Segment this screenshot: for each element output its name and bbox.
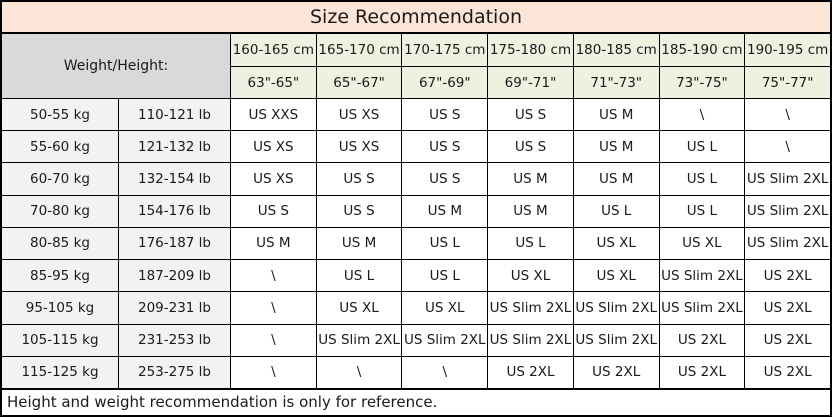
weight-lb-cell: 154-176 lb <box>119 195 230 227</box>
size-cell: US Slim 2XL <box>659 260 745 292</box>
size-cell: US M <box>573 163 659 195</box>
size-cell: \ <box>231 260 316 292</box>
height-header-inch: 75"-77" <box>745 67 830 98</box>
size-cell: US S <box>316 163 402 195</box>
weight-kg-cell: 50-55 kg <box>2 99 118 131</box>
size-cell: US Slim 2XL <box>488 324 573 356</box>
size-cell: US L <box>659 131 745 163</box>
height-header-inch: 65"-67" <box>316 67 402 98</box>
size-cell: US M <box>316 227 402 260</box>
size-cell: US S <box>488 131 573 163</box>
size-cell: US Slim 2XL <box>573 292 659 324</box>
size-cell: US Slim 2XL <box>488 292 573 324</box>
weight-kg-cell: 105-115 kg <box>2 324 118 356</box>
height-header-cm: 175-180 cm <box>488 34 573 66</box>
size-cell: US M <box>573 131 659 163</box>
size-cell: \ <box>231 292 316 324</box>
size-cell: US Slim 2XL <box>745 227 830 260</box>
size-cell: US XL <box>316 292 402 324</box>
size-cell: US S <box>402 99 488 131</box>
size-cell: US 2XL <box>488 356 573 388</box>
corner-header: Weight/Height: <box>2 34 230 98</box>
size-cell: US XS <box>231 131 316 163</box>
size-cell: US Slim 2XL <box>659 292 745 324</box>
weight-lb-cell: 132-154 lb <box>119 163 230 195</box>
size-cell: US XS <box>231 163 316 195</box>
size-cell: US M <box>488 163 573 195</box>
height-header-inch: 71"-73" <box>573 67 659 98</box>
weight-lb-cell: 253-275 lb <box>119 356 230 388</box>
size-cell: US 2XL <box>745 324 830 356</box>
size-cell: \ <box>745 99 830 131</box>
size-cell: US XL <box>573 260 659 292</box>
size-cell: US 2XL <box>745 292 830 324</box>
height-header-cm: 190-195 cm <box>745 34 830 66</box>
height-header-cm: 170-175 cm <box>402 34 488 66</box>
size-cell: US M <box>488 195 573 227</box>
size-cell: US XL <box>402 292 488 324</box>
size-cell: \ <box>659 99 745 131</box>
size-cell: \ <box>316 356 402 388</box>
weight-kg-cell: 80-85 kg <box>2 227 118 260</box>
size-cell: US 2XL <box>745 260 830 292</box>
weight-lb-cell: 187-209 lb <box>119 260 230 292</box>
height-header-inch: 63"-65" <box>231 67 316 98</box>
weight-kg-cell: 55-60 kg <box>2 131 118 163</box>
size-cell: US Slim 2XL <box>573 324 659 356</box>
size-cell: US L <box>402 227 488 260</box>
size-cell: US XS <box>316 99 402 131</box>
size-cell: US XL <box>659 227 745 260</box>
size-cell: US 2XL <box>659 324 745 356</box>
size-cell: US L <box>316 260 402 292</box>
size-cell: US XXS <box>231 99 316 131</box>
size-cell: \ <box>231 356 316 388</box>
size-cell: US M <box>573 99 659 131</box>
size-cell: US L <box>659 163 745 195</box>
weight-kg-cell: 85-95 kg <box>2 260 118 292</box>
weight-lb-cell: 110-121 lb <box>119 99 230 131</box>
footer-note: Height and weight recommendation is only… <box>2 388 830 415</box>
size-cell: US M <box>231 227 316 260</box>
size-cell: US XS <box>316 131 402 163</box>
height-header-cm: 185-190 cm <box>659 34 745 66</box>
height-header-inch: 67"-69" <box>402 67 488 98</box>
weight-lb-cell: 231-253 lb <box>119 324 230 356</box>
height-header-inch: 73"-75" <box>659 67 745 98</box>
size-cell: US S <box>231 195 316 227</box>
weight-lb-cell: 176-187 lb <box>119 227 230 260</box>
size-cell: US 2XL <box>659 356 745 388</box>
size-cell: US L <box>402 260 488 292</box>
size-cell: US L <box>488 227 573 260</box>
size-cell: US S <box>488 99 573 131</box>
weight-kg-cell: 115-125 kg <box>2 356 118 388</box>
table-title: Size Recommendation <box>2 2 830 33</box>
weight-kg-cell: 60-70 kg <box>2 163 118 195</box>
size-cell: US Slim 2XL <box>745 195 830 227</box>
size-cell: US Slim 2XL <box>402 324 488 356</box>
size-cell: US M <box>402 195 488 227</box>
size-cell: \ <box>745 131 830 163</box>
size-cell: US L <box>659 195 745 227</box>
size-cell: US 2XL <box>745 356 830 388</box>
size-cell: US XL <box>488 260 573 292</box>
size-cell: US 2XL <box>573 356 659 388</box>
size-cell: US S <box>402 131 488 163</box>
height-header-inch: 69"-71" <box>488 67 573 98</box>
size-cell: US XL <box>573 227 659 260</box>
size-cell: \ <box>402 356 488 388</box>
weight-lb-cell: 209-231 lb <box>119 292 230 324</box>
size-cell: US S <box>402 163 488 195</box>
weight-lb-cell: 121-132 lb <box>119 131 230 163</box>
size-cell: US Slim 2XL <box>745 163 830 195</box>
size-cell: US L <box>573 195 659 227</box>
weight-kg-cell: 95-105 kg <box>2 292 118 324</box>
weight-kg-cell: 70-80 kg <box>2 195 118 227</box>
size-cell: US S <box>316 195 402 227</box>
height-header-cm: 165-170 cm <box>316 34 402 66</box>
height-header-cm: 160-165 cm <box>231 34 316 66</box>
size-cell: \ <box>231 324 316 356</box>
size-cell: US Slim 2XL <box>316 324 402 356</box>
height-header-cm: 180-185 cm <box>573 34 659 66</box>
